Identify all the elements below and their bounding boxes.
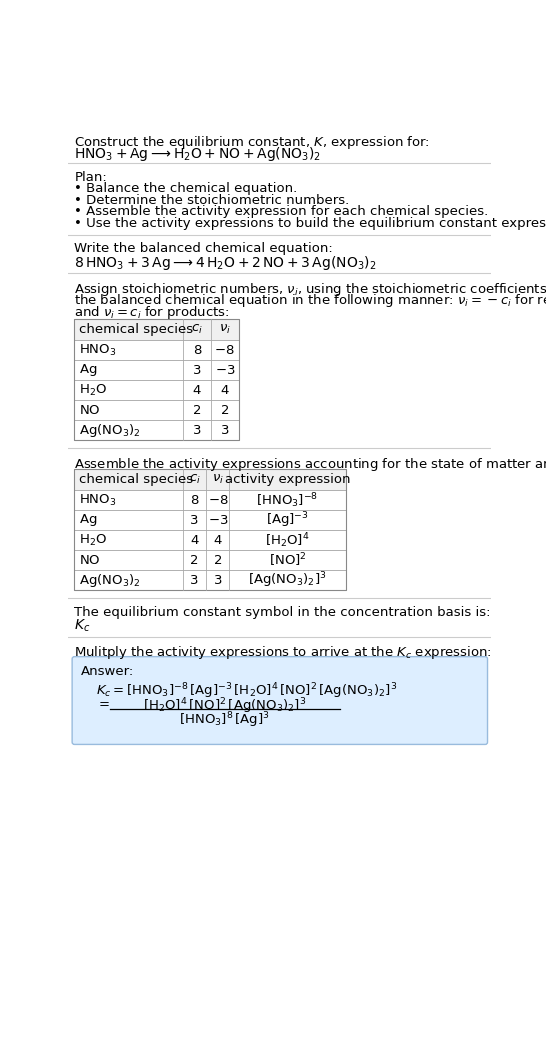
Text: $[\mathrm{HNO_3}]^{-8}$: $[\mathrm{HNO_3}]^{-8}$: [257, 491, 319, 510]
Text: 3: 3: [213, 574, 222, 586]
Text: 3: 3: [191, 514, 199, 527]
Text: 3: 3: [193, 424, 201, 437]
Text: $\mathrm{NO}$: $\mathrm{NO}$: [79, 404, 101, 417]
Text: $[\mathrm{HNO_3}]^{8} \, [\mathrm{Ag}]^{3}$: $[\mathrm{HNO_3}]^{8} \, [\mathrm{Ag}]^{…: [180, 710, 270, 730]
Text: $c_i$: $c_i$: [191, 323, 203, 336]
Bar: [74, 360, 239, 380]
Text: chemical species: chemical species: [79, 473, 193, 486]
Text: 4: 4: [191, 534, 199, 547]
Text: $\mathrm{H_2O}$: $\mathrm{H_2O}$: [79, 383, 107, 397]
Text: 2: 2: [221, 404, 229, 417]
Text: Assign stoichiometric numbers, $\nu_i$, using the stoichiometric coefficients, $: Assign stoichiometric numbers, $\nu_i$, …: [74, 281, 546, 297]
Text: 4: 4: [193, 384, 201, 396]
Text: 2: 2: [193, 404, 201, 417]
Bar: [74, 318, 239, 440]
Text: 3: 3: [221, 424, 229, 437]
Text: activity expression: activity expression: [225, 473, 351, 486]
Text: Mulitply the activity expressions to arrive at the $K_c$ expression:: Mulitply the activity expressions to arr…: [74, 644, 492, 661]
Text: and $\nu_i = c_i$ for products:: and $\nu_i = c_i$ for products:: [74, 304, 230, 321]
Text: 4: 4: [221, 384, 229, 396]
Text: $c_i$: $c_i$: [189, 473, 200, 487]
Bar: [74, 318, 239, 341]
Text: 3: 3: [193, 364, 201, 376]
Text: $=$: $=$: [96, 696, 110, 708]
Text: • Determine the stoichiometric numbers.: • Determine the stoichiometric numbers.: [74, 193, 349, 207]
Bar: [74, 469, 346, 491]
Text: 2: 2: [213, 554, 222, 566]
Text: $\mathrm{HNO_3}$: $\mathrm{HNO_3}$: [79, 343, 117, 357]
Text: 8: 8: [191, 494, 199, 507]
Text: $[\mathrm{NO}]^{2}$: $[\mathrm{NO}]^{2}$: [269, 552, 306, 570]
Bar: [74, 571, 346, 591]
Text: The equilibrium constant symbol in the concentration basis is:: The equilibrium constant symbol in the c…: [74, 605, 491, 619]
Text: the balanced chemical equation in the following manner: $\nu_i = -c_i$ for react: the balanced chemical equation in the fo…: [74, 292, 546, 309]
Text: Assemble the activity expressions accounting for the state of matter and $\nu_i$: Assemble the activity expressions accoun…: [74, 456, 546, 473]
Text: $\mathrm{Ag(NO_3)_2}$: $\mathrm{Ag(NO_3)_2}$: [79, 572, 141, 589]
Text: $[\mathrm{Ag(NO_3)_2}]^{3}$: $[\mathrm{Ag(NO_3)_2}]^{3}$: [248, 571, 327, 591]
Text: $\nu_i$: $\nu_i$: [219, 323, 231, 336]
Text: Construct the equilibrium constant, $K$, expression for:: Construct the equilibrium constant, $K$,…: [74, 133, 430, 151]
Text: 2: 2: [191, 554, 199, 566]
Text: $-3$: $-3$: [215, 364, 235, 376]
Text: chemical species: chemical species: [79, 323, 193, 336]
Text: $\nu_i$: $\nu_i$: [212, 473, 224, 487]
Text: Write the balanced chemical equation:: Write the balanced chemical equation:: [74, 243, 333, 255]
Text: • Use the activity expressions to build the equilibrium constant expression.: • Use the activity expressions to build …: [74, 217, 546, 230]
Bar: [74, 469, 346, 591]
Text: $\mathrm{H_2O}$: $\mathrm{H_2O}$: [79, 533, 107, 548]
Text: 3: 3: [191, 574, 199, 586]
Text: $-8$: $-8$: [215, 344, 235, 356]
Text: $K_c = [\mathrm{HNO_3}]^{-8} \, [\mathrm{Ag}]^{-3} \, [\mathrm{H_2O}]^{4} \, [\m: $K_c = [\mathrm{HNO_3}]^{-8} \, [\mathrm…: [96, 681, 397, 701]
Bar: [74, 380, 239, 400]
Bar: [74, 551, 346, 571]
Text: $\mathrm{HNO_3 + Ag \longrightarrow H_2O + NO + Ag(NO_3)_2}$: $\mathrm{HNO_3 + Ag \longrightarrow H_2O…: [74, 145, 322, 163]
Text: $K_c$: $K_c$: [74, 617, 91, 634]
Text: 4: 4: [213, 534, 222, 547]
Text: $[\mathrm{H_2O}]^{4}$: $[\mathrm{H_2O}]^{4}$: [265, 531, 310, 550]
Text: • Balance the chemical equation.: • Balance the chemical equation.: [74, 182, 298, 195]
Text: $-3$: $-3$: [207, 514, 228, 527]
Text: 8: 8: [193, 344, 201, 356]
Bar: [74, 511, 346, 531]
Text: Plan:: Plan:: [74, 170, 107, 184]
FancyBboxPatch shape: [72, 657, 488, 744]
Text: $\mathrm{Ag}$: $\mathrm{Ag}$: [79, 363, 97, 378]
Text: $\mathrm{Ag}$: $\mathrm{Ag}$: [79, 512, 97, 529]
Text: $\mathrm{HNO_3}$: $\mathrm{HNO_3}$: [79, 493, 117, 508]
Text: $\mathrm{Ag(NO_3)_2}$: $\mathrm{Ag(NO_3)_2}$: [79, 421, 141, 438]
Bar: [74, 341, 239, 360]
Text: $[\mathrm{Ag}]^{-3}$: $[\mathrm{Ag}]^{-3}$: [266, 511, 309, 530]
Bar: [74, 491, 346, 511]
Text: • Assemble the activity expression for each chemical species.: • Assemble the activity expression for e…: [74, 205, 489, 219]
Text: $[\mathrm{H_2O}]^{4} \, [\mathrm{NO}]^{2} \, [\mathrm{Ag(NO_3)_2}]^{3}$: $[\mathrm{H_2O}]^{4} \, [\mathrm{NO}]^{2…: [143, 697, 306, 717]
Text: $8 \, \mathrm{HNO_3} + 3 \, \mathrm{Ag} \longrightarrow 4 \, \mathrm{H_2O} + 2 \: $8 \, \mathrm{HNO_3} + 3 \, \mathrm{Ag} …: [74, 254, 377, 272]
Bar: [74, 400, 239, 420]
Bar: [74, 420, 239, 440]
Text: Answer:: Answer:: [81, 665, 134, 678]
Bar: [74, 531, 346, 551]
Text: $\mathrm{NO}$: $\mathrm{NO}$: [79, 554, 101, 566]
Text: $-8$: $-8$: [207, 494, 228, 507]
